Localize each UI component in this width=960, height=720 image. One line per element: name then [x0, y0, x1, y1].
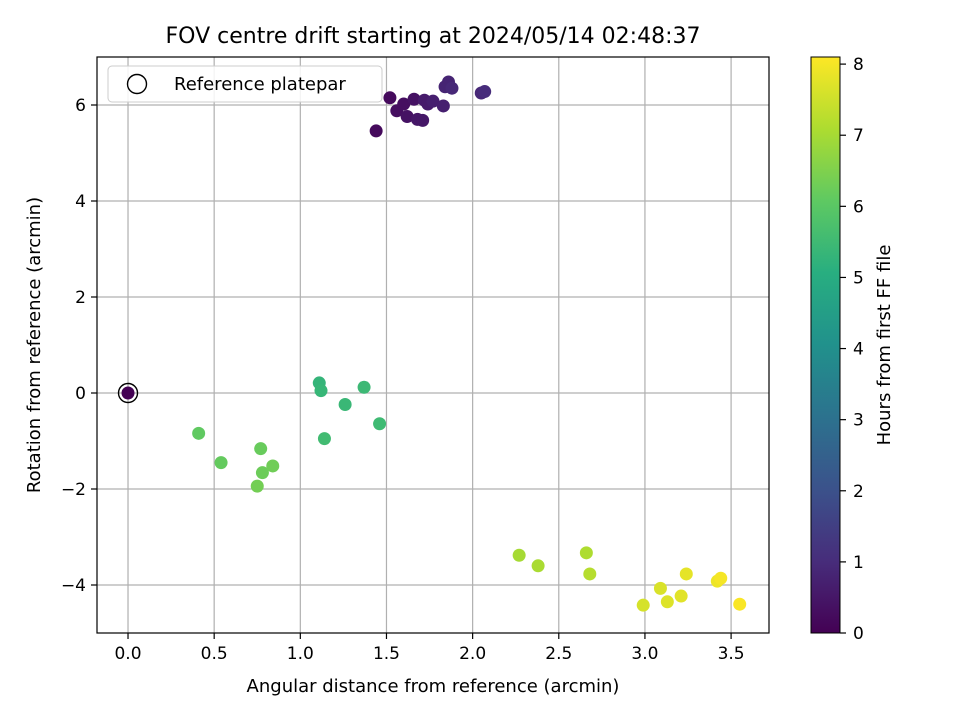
scatter-point: [266, 459, 280, 473]
colorbar-tick-label: 8: [853, 55, 864, 75]
colorbar-ticks: 0 1 2 3 4 5 6 7 8: [840, 55, 864, 644]
scatter-point: [445, 81, 459, 95]
colorbar-tick-label: 7: [853, 126, 864, 146]
scatter-point: [314, 384, 328, 398]
colorbar-tick-label: 5: [853, 268, 864, 288]
scatter-point: [436, 99, 450, 113]
scatter-point: [369, 124, 383, 138]
legend-marker-reference: [126, 73, 148, 95]
x-tick-label: 0.0: [114, 644, 141, 664]
scatter-point: [357, 380, 371, 394]
scatter-point: [407, 92, 421, 106]
y-tick-label: 4: [75, 192, 86, 212]
scatter-point: [733, 597, 747, 611]
scatter-point: [679, 567, 693, 581]
x-axis-ticks: 0.0 0.5 1.0 1.5 2.0 2.5 3.0 3.5: [114, 633, 745, 664]
scatter-point: [397, 97, 411, 111]
scatter-point: [478, 85, 492, 99]
x-tick-label: 2.5: [545, 644, 572, 664]
scatter-point: [714, 571, 728, 585]
scatter-point: [531, 559, 545, 573]
x-tick-label: 3.0: [631, 644, 658, 664]
y-tick-label: 6: [75, 96, 86, 116]
colorbar-tick-label: 4: [853, 340, 864, 360]
scatter-point: [416, 113, 430, 127]
x-axis-label: Angular distance from reference (arcmin): [247, 676, 620, 697]
scatter-point: [674, 589, 688, 603]
scatter-point: [338, 398, 352, 412]
reference-marker: [117, 382, 139, 404]
scatter-point: [317, 432, 331, 446]
scatter-point: [512, 548, 526, 562]
legend-box: [107, 65, 383, 103]
colorbar-gradient: [810, 56, 841, 634]
grid: [97, 57, 769, 633]
scatter-point: [579, 546, 593, 560]
y-axis-ticks: −4 −2 0 2 4 6: [61, 96, 97, 596]
scatter-point: [373, 417, 387, 431]
y-tick-label: −4: [61, 576, 86, 596]
colorbar-tick-label: 1: [853, 553, 864, 573]
scatter-point: [254, 442, 268, 456]
scatter-point: [214, 456, 228, 470]
colorbar: 0 1 2 3 4 5 6 7 8 Hours from first FF file: [810, 55, 895, 644]
y-tick-label: −2: [61, 480, 86, 500]
colorbar-label: Hours from first FF file: [874, 245, 895, 446]
legend: Reference platepar: [107, 65, 383, 103]
data-points: [117, 75, 747, 612]
y-tick-label: 0: [75, 384, 86, 404]
colorbar-tick-label: 2: [853, 482, 864, 502]
scatter-point: [255, 466, 269, 480]
scatter-point: [250, 479, 264, 493]
scatter-point: [583, 567, 597, 581]
x-tick-label: 0.5: [201, 644, 228, 664]
colorbar-tick-label: 3: [853, 411, 864, 431]
scatter-point: [653, 581, 667, 595]
legend-label-reference: Reference platepar: [174, 74, 346, 95]
scatter-point: [426, 94, 440, 108]
scatter-point: [400, 110, 414, 124]
scatter-point: [192, 426, 206, 440]
x-tick-label: 3.5: [718, 644, 745, 664]
x-tick-label: 2.0: [459, 644, 486, 664]
chart-title: FOV centre drift starting at 2024/05/14 …: [166, 24, 701, 49]
colorbar-tick-label: 0: [853, 624, 864, 644]
colorbar-tick-label: 6: [853, 197, 864, 217]
y-axis-label: Rotation from reference (arcmin): [24, 197, 45, 493]
y-tick-label: 2: [75, 288, 86, 308]
plot-frame: [96, 56, 770, 634]
scatter-point: [121, 386, 135, 400]
x-tick-label: 1.0: [287, 644, 314, 664]
scatter-point: [383, 91, 397, 105]
scatter-point: [660, 595, 674, 609]
scatter-point: [636, 598, 650, 612]
x-tick-label: 1.5: [373, 644, 400, 664]
